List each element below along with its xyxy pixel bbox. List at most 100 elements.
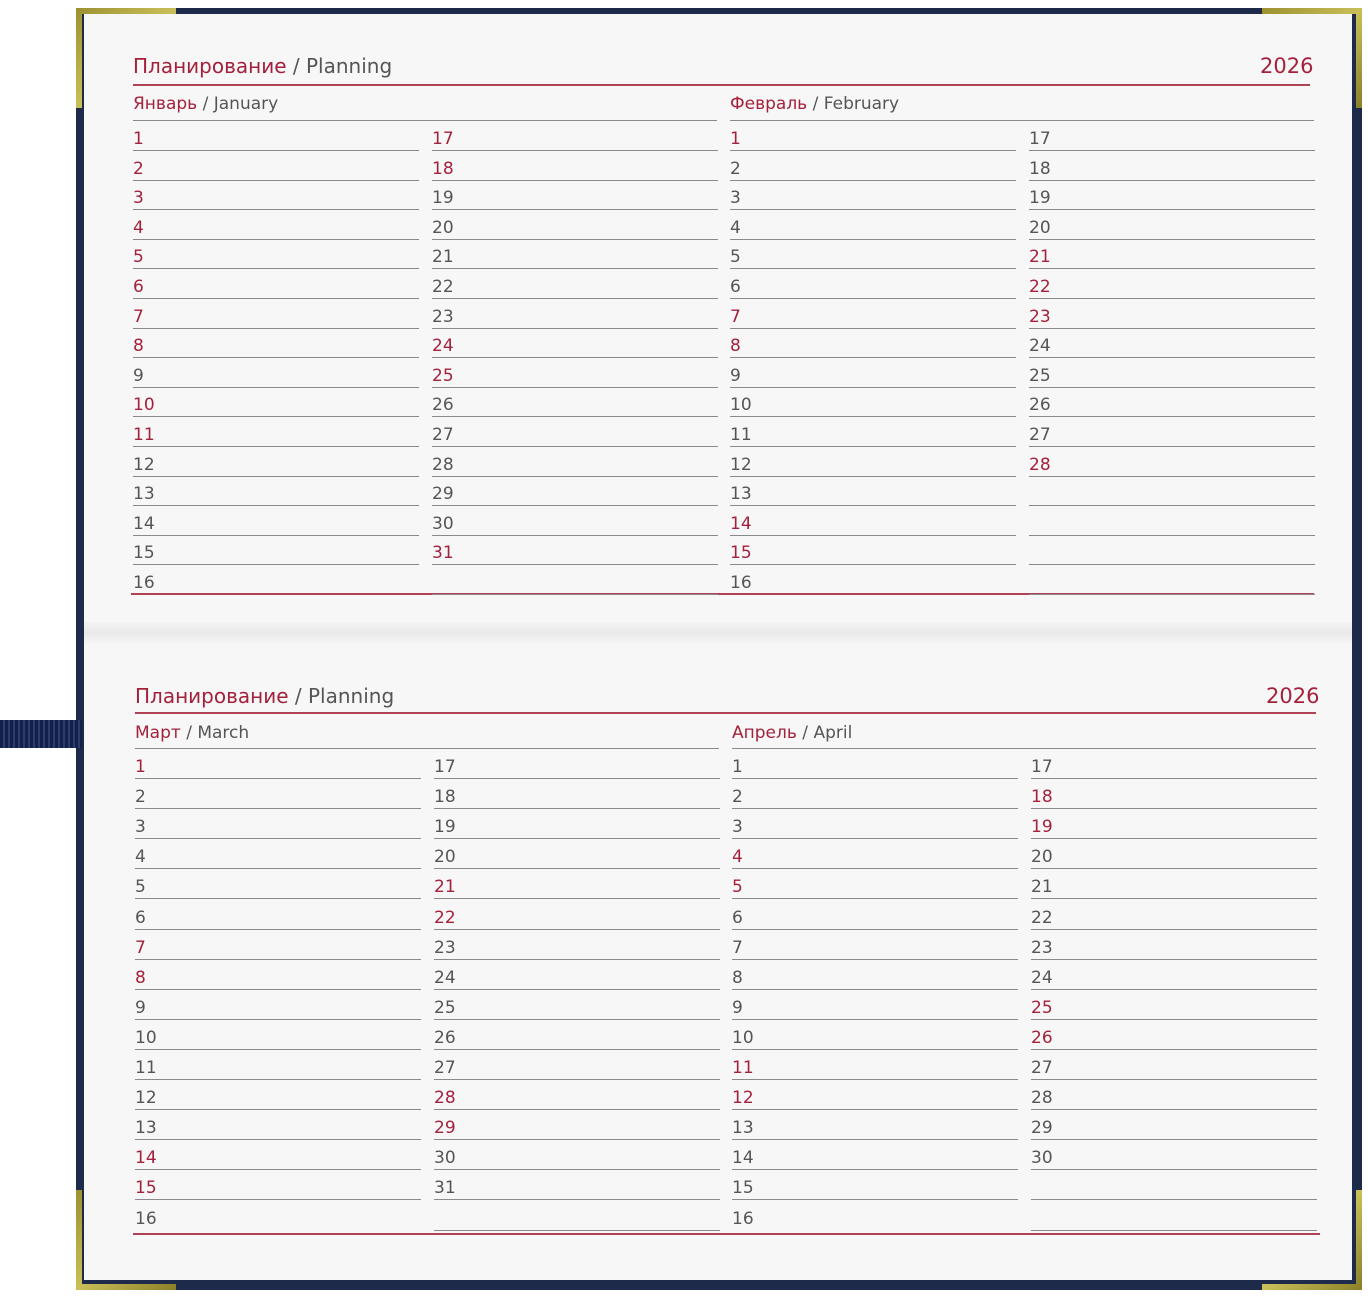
- day-row[interactable]: 27: [434, 1050, 720, 1080]
- day-row[interactable]: 11: [133, 417, 419, 447]
- day-row[interactable]: 1: [133, 121, 419, 151]
- day-row[interactable]: 28: [1029, 447, 1315, 477]
- day-row[interactable]: 26: [434, 1020, 720, 1050]
- day-row[interactable]: 8: [135, 960, 421, 990]
- day-row[interactable]: 24: [1031, 960, 1317, 990]
- day-row[interactable]: 1: [732, 749, 1018, 779]
- day-row[interactable]: 19: [432, 180, 718, 211]
- day-row[interactable]: 18: [432, 151, 718, 181]
- day-row[interactable]: 8: [133, 328, 419, 359]
- day-row[interactable]: [432, 565, 718, 595]
- day-row[interactable]: 15: [732, 1170, 1018, 1201]
- day-row[interactable]: 16: [732, 1201, 1018, 1230]
- day-row[interactable]: 12: [135, 1080, 421, 1111]
- day-row[interactable]: 5: [135, 869, 421, 900]
- day-row[interactable]: 26: [1029, 387, 1315, 418]
- day-row[interactable]: 19: [1031, 809, 1317, 840]
- day-row[interactable]: 4: [133, 210, 419, 240]
- day-row[interactable]: 23: [1029, 299, 1315, 329]
- day-row[interactable]: 7: [730, 299, 1016, 329]
- day-row[interactable]: 6: [730, 269, 1016, 299]
- day-row[interactable]: 22: [1031, 900, 1317, 930]
- day-row[interactable]: 15: [135, 1170, 421, 1201]
- day-row[interactable]: 17: [1029, 121, 1315, 151]
- day-row[interactable]: 25: [1031, 990, 1317, 1020]
- day-row[interactable]: 15: [730, 535, 1016, 566]
- day-row[interactable]: 14: [732, 1140, 1018, 1171]
- day-row[interactable]: 22: [1029, 269, 1315, 299]
- day-row[interactable]: 30: [1031, 1140, 1317, 1171]
- day-row[interactable]: 11: [732, 1050, 1018, 1080]
- day-row[interactable]: 20: [1031, 839, 1317, 870]
- day-row[interactable]: 2: [135, 779, 421, 810]
- day-row[interactable]: 4: [730, 210, 1016, 240]
- day-row[interactable]: 17: [1031, 749, 1317, 779]
- day-row[interactable]: 10: [133, 387, 419, 418]
- day-row[interactable]: 18: [1031, 779, 1317, 810]
- day-row[interactable]: 10: [732, 1020, 1018, 1050]
- day-row[interactable]: 23: [432, 299, 718, 329]
- day-row[interactable]: 30: [432, 506, 718, 536]
- day-row[interactable]: 9: [135, 990, 421, 1020]
- day-row[interactable]: 14: [730, 506, 1016, 536]
- day-row[interactable]: 4: [732, 839, 1018, 870]
- day-row[interactable]: 25: [432, 358, 718, 388]
- day-row[interactable]: 13: [732, 1110, 1018, 1141]
- day-row[interactable]: 22: [432, 269, 718, 299]
- day-row[interactable]: 21: [432, 239, 718, 270]
- day-row[interactable]: 3: [135, 809, 421, 840]
- day-row[interactable]: 20: [434, 839, 720, 870]
- day-row[interactable]: 21: [1029, 239, 1315, 270]
- day-row[interactable]: 22: [434, 900, 720, 930]
- day-row[interactable]: 25: [1029, 358, 1315, 388]
- day-row[interactable]: 1: [730, 121, 1016, 151]
- day-row[interactable]: 2: [732, 779, 1018, 810]
- day-row[interactable]: 7: [732, 930, 1018, 960]
- day-row[interactable]: 9: [133, 358, 419, 388]
- day-row[interactable]: 24: [432, 328, 718, 359]
- day-row[interactable]: 3: [133, 180, 419, 211]
- day-row[interactable]: 13: [133, 476, 419, 507]
- day-row[interactable]: 13: [135, 1110, 421, 1141]
- day-row[interactable]: 16: [135, 1201, 421, 1230]
- day-row[interactable]: 31: [434, 1170, 720, 1201]
- day-row[interactable]: [1029, 476, 1315, 507]
- day-row[interactable]: 28: [432, 447, 718, 477]
- day-row[interactable]: 15: [133, 535, 419, 566]
- day-row[interactable]: 2: [133, 151, 419, 181]
- day-row[interactable]: 30: [434, 1140, 720, 1171]
- day-row[interactable]: 21: [434, 869, 720, 900]
- day-row[interactable]: 7: [133, 299, 419, 329]
- day-row[interactable]: 13: [730, 476, 1016, 507]
- day-row[interactable]: 9: [732, 990, 1018, 1020]
- day-row[interactable]: 5: [732, 869, 1018, 900]
- bookmark-ribbon[interactable]: [0, 720, 82, 748]
- day-row[interactable]: 4: [135, 839, 421, 870]
- day-row[interactable]: 3: [732, 809, 1018, 840]
- day-row[interactable]: [1029, 565, 1315, 595]
- day-row[interactable]: 8: [732, 960, 1018, 990]
- day-row[interactable]: 25: [434, 990, 720, 1020]
- day-row[interactable]: 5: [730, 239, 1016, 270]
- day-row[interactable]: 28: [434, 1080, 720, 1111]
- day-row[interactable]: 2: [730, 151, 1016, 181]
- day-row[interactable]: 27: [1029, 417, 1315, 447]
- day-row[interactable]: 27: [1031, 1050, 1317, 1080]
- day-row[interactable]: 18: [434, 779, 720, 810]
- day-row[interactable]: 26: [432, 387, 718, 418]
- day-row[interactable]: 16: [133, 565, 419, 594]
- day-row[interactable]: [1031, 1170, 1317, 1201]
- day-row[interactable]: 24: [434, 960, 720, 990]
- day-row[interactable]: 26: [1031, 1020, 1317, 1050]
- day-row[interactable]: 1: [135, 749, 421, 779]
- day-row[interactable]: [1031, 1201, 1317, 1231]
- day-row[interactable]: 6: [133, 269, 419, 299]
- day-row[interactable]: 12: [730, 447, 1016, 477]
- day-row[interactable]: 10: [730, 387, 1016, 418]
- day-row[interactable]: 23: [434, 930, 720, 960]
- day-row[interactable]: 19: [434, 809, 720, 840]
- day-row[interactable]: 24: [1029, 328, 1315, 359]
- day-row[interactable]: 3: [730, 180, 1016, 211]
- day-row[interactable]: 5: [133, 239, 419, 270]
- day-row[interactable]: 29: [434, 1110, 720, 1141]
